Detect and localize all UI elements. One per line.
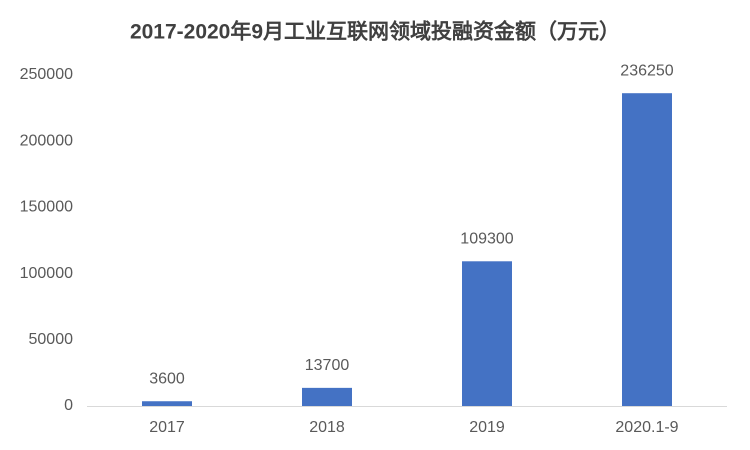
- x-tick-label: 2019: [469, 419, 505, 436]
- y-tick-label: 250000: [20, 66, 73, 83]
- y-tick-label: 200000: [20, 132, 73, 149]
- x-tick-label: 2017: [149, 419, 185, 436]
- data-label: 13700: [305, 357, 350, 374]
- data-label: 109300: [460, 231, 513, 248]
- y-tick-label: 0: [64, 397, 73, 414]
- y-tick-label: 150000: [20, 199, 73, 216]
- data-label: 236250: [620, 62, 673, 79]
- bar: [142, 401, 192, 406]
- x-tick-label: 2020.1-9: [615, 419, 678, 436]
- data-label: 3600: [149, 370, 185, 387]
- y-tick-label: 50000: [29, 331, 74, 348]
- chart-title: 2017-2020年9月工业互联网领域投融资金额（万元）: [130, 20, 620, 44]
- y-tick-label: 100000: [20, 265, 73, 282]
- bar: [462, 261, 512, 406]
- x-tick-label: 2018: [309, 419, 345, 436]
- bar: [622, 93, 672, 406]
- bar: [302, 387, 352, 406]
